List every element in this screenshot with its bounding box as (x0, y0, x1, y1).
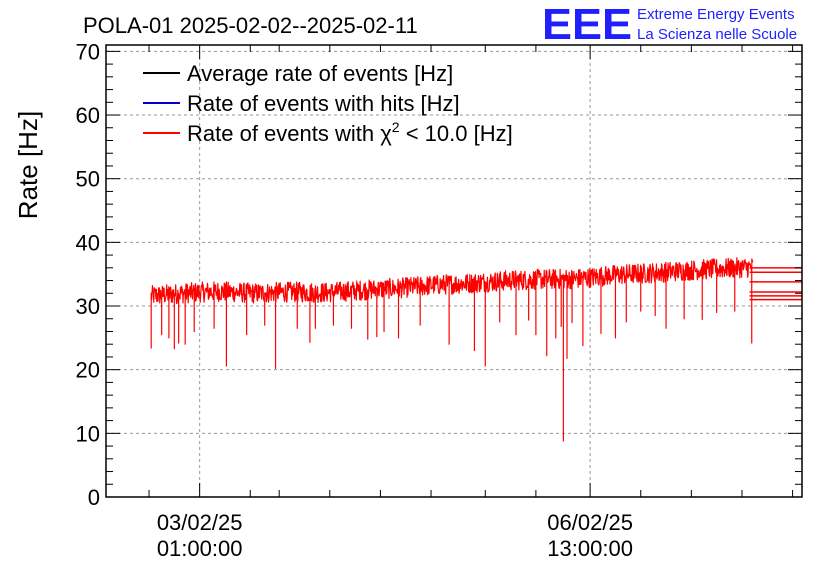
x-tick-label-time: 13:00:00 (547, 536, 633, 561)
legend-chi2-suffix: < 10.0 [Hz] (400, 121, 513, 146)
x-tick-label-date: 03/02/25 (157, 510, 243, 535)
y-tick-label: 10 (76, 421, 100, 446)
y-tick-label: 50 (76, 167, 100, 192)
grid-layer (106, 45, 802, 497)
series-layer (150, 257, 802, 442)
legend-label-average: Average rate of events [Hz] (187, 61, 453, 86)
y-tick-label: 0 (88, 485, 100, 510)
y-axis-label: Rate [Hz] (13, 111, 43, 219)
legend-chi2-symbol: χ (380, 121, 392, 146)
plot-frame (105, 44, 803, 498)
y-tick-label: 30 (76, 294, 100, 319)
eee-logo: EEE Extreme Energy Events La Scienza nel… (542, 0, 797, 49)
legend-chi2-sup: 2 (392, 119, 400, 135)
y-tick-label: 60 (76, 103, 100, 128)
eee-logo-line2: La Scienza nelle Scuole (637, 26, 797, 43)
y-tick-label: 40 (76, 230, 100, 255)
legend: Average rate of events [Hz] Rate of even… (143, 61, 513, 146)
series-line-chi2 (150, 257, 754, 442)
eee-logo-mark: EEE (542, 0, 632, 49)
legend-label-chi2: Rate of events with χ2 < 10.0 [Hz] (187, 119, 513, 146)
eee-logo-line1: Extreme Energy Events (637, 6, 795, 23)
chart-title: POLA-01 2025-02-02--2025-02-11 (83, 13, 418, 38)
legend-chi2-prefix: Rate of events with (187, 121, 380, 146)
x-tick-label-time: 01:00:00 (157, 536, 243, 561)
y-tick-label: 20 (76, 358, 100, 383)
y-tick-label: 70 (76, 39, 100, 64)
x-tick-label-date: 06/02/25 (547, 510, 633, 535)
legend-label-hits: Rate of events with hits [Hz] (187, 91, 460, 116)
